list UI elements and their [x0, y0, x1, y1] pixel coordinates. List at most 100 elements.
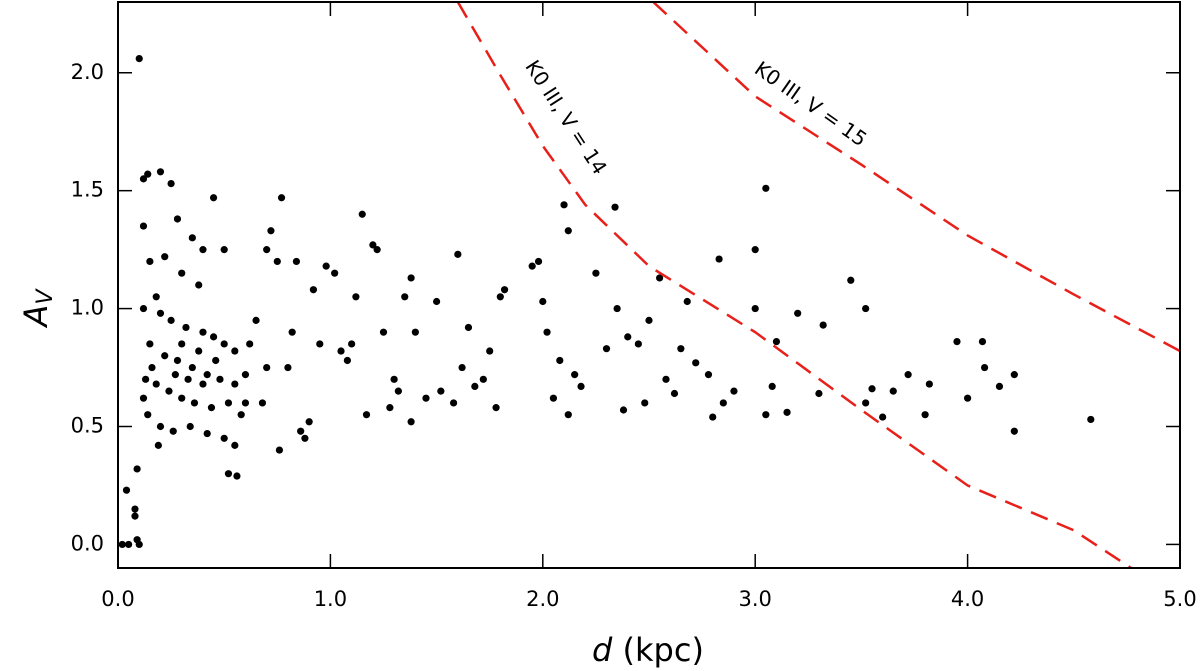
data-point — [683, 297, 691, 306]
data-point — [241, 399, 250, 407]
data-point — [322, 262, 330, 270]
x-tick-label: 0.0 — [101, 587, 134, 611]
data-point — [184, 375, 192, 383]
data-point — [868, 385, 876, 393]
data-point — [220, 434, 228, 442]
data-point — [178, 394, 186, 402]
data-point — [152, 293, 160, 301]
data-point — [275, 446, 284, 454]
data-point — [139, 304, 148, 313]
data-point — [709, 413, 717, 421]
data-point — [386, 404, 394, 412]
data-point — [978, 338, 987, 346]
data-point — [619, 406, 628, 414]
data-point — [486, 347, 494, 355]
data-point — [343, 356, 351, 365]
data-point — [195, 281, 203, 289]
data-point — [188, 234, 196, 242]
data-point — [203, 429, 211, 438]
data-point — [862, 399, 870, 407]
data-point — [394, 387, 402, 395]
data-point — [819, 321, 827, 329]
data-point — [704, 371, 713, 379]
data-point — [390, 375, 398, 383]
data-point — [288, 328, 296, 336]
data-point — [252, 316, 260, 324]
y-tick-label: 2.0 — [71, 60, 104, 84]
data-point — [139, 394, 148, 402]
data-point — [692, 359, 700, 367]
data-point — [496, 293, 504, 301]
data-point — [794, 309, 802, 317]
data-point — [190, 399, 199, 407]
data-point — [220, 340, 228, 348]
data-point — [284, 363, 292, 372]
data-point — [122, 486, 131, 494]
data-point — [715, 255, 723, 263]
data-point — [879, 413, 887, 421]
data-point — [772, 338, 781, 346]
data-point — [556, 356, 564, 365]
data-point — [148, 363, 156, 372]
data-point — [611, 203, 619, 211]
data-point — [258, 399, 267, 407]
data-point — [577, 382, 585, 391]
data-point — [592, 269, 600, 277]
data-point — [670, 389, 679, 398]
data-point — [195, 347, 203, 355]
data-point — [602, 345, 611, 353]
x-axis-label: d (kpc) — [592, 631, 704, 669]
plot-frame — [117, 1, 1181, 569]
data-point — [277, 194, 286, 202]
data-point — [188, 363, 196, 372]
data-point — [1010, 371, 1018, 379]
data-point — [316, 340, 324, 348]
data-point — [783, 408, 791, 416]
data-point — [173, 356, 182, 365]
data-point — [889, 387, 897, 395]
data-point — [224, 399, 233, 407]
data-point — [358, 210, 366, 218]
data-point — [925, 380, 933, 388]
data-point — [751, 246, 759, 254]
data-point — [305, 418, 313, 426]
data-point — [1087, 415, 1095, 424]
data-point — [373, 246, 381, 254]
data-point — [534, 257, 543, 266]
data-point — [479, 375, 487, 383]
data-point — [156, 422, 165, 431]
data-point — [301, 434, 309, 442]
data-point — [560, 201, 568, 209]
data-point — [131, 512, 139, 520]
data-point — [142, 375, 150, 383]
data-point — [241, 371, 250, 379]
data-point — [161, 253, 169, 261]
data-point — [862, 304, 870, 313]
data-point — [131, 505, 139, 513]
data-point — [237, 411, 245, 419]
data-point — [154, 441, 162, 449]
data-point — [645, 316, 653, 324]
data-point — [762, 184, 770, 192]
data-point — [543, 328, 551, 336]
data-point — [449, 399, 458, 407]
data-point — [152, 380, 160, 388]
data-point — [641, 399, 649, 407]
data-point — [146, 257, 154, 266]
data-point — [407, 418, 415, 426]
data-point — [1010, 427, 1018, 435]
data-point — [297, 427, 305, 435]
data-point — [634, 340, 642, 348]
data-point — [401, 293, 409, 301]
y-axis-label: AV — [17, 288, 58, 329]
data-point — [212, 356, 220, 365]
data-point — [768, 382, 776, 391]
data-point — [411, 328, 419, 336]
data-point — [904, 371, 912, 379]
data-point — [980, 363, 989, 372]
data-point — [471, 382, 479, 391]
data-point — [231, 347, 239, 355]
data-point — [209, 333, 218, 341]
data-point — [331, 269, 339, 277]
data-point — [133, 465, 141, 473]
